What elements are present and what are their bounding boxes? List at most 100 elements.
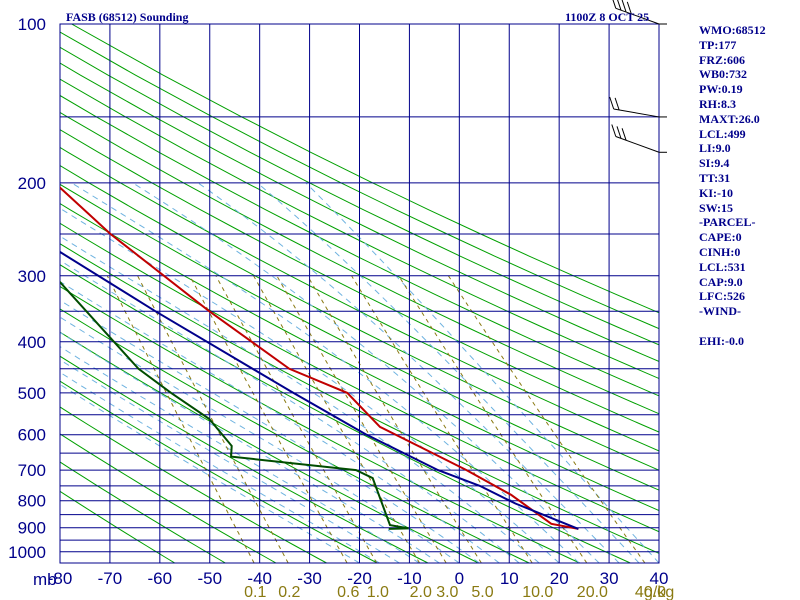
pressure-tick-label: 800 (18, 492, 46, 511)
mixing-ratio-label: 0.1 (244, 584, 266, 600)
dry-adiabat (60, 406, 327, 563)
dry-adiabat (60, 46, 659, 346)
dry-adiabat (60, 355, 429, 563)
pressure-tick-label: 1000 (8, 543, 46, 562)
mixing-ratio-label: 3.0 (436, 584, 458, 600)
index-item: LCL:531 (699, 259, 746, 274)
wind-barbs (609, 0, 667, 153)
wind-barb-flag (621, 128, 627, 141)
mixing-ratio-line (253, 275, 421, 563)
mixing-ratio-label: 5.0 (471, 584, 493, 600)
dry-adiabat (60, 183, 659, 491)
temperature-tick-label: -80 (48, 569, 73, 588)
mixing-ratio-label: 0.6 (337, 584, 359, 600)
pressure-tick-label: 400 (18, 333, 46, 352)
dry-adiabat (71, 24, 659, 314)
index-item: MAXT:26.0 (699, 111, 760, 126)
moist-adiabat (60, 371, 380, 563)
moist-adiabat (60, 207, 560, 563)
index-item: LCL:499 (699, 126, 746, 141)
index-item: CINH:0 (699, 244, 741, 259)
mixing-ratio-label: 20.0 (577, 584, 608, 600)
pressure-tick-label: 500 (18, 384, 46, 403)
temperature-tick-label: -20 (347, 569, 372, 588)
wind-barb-flag (626, 1, 632, 15)
dry-adiabat (60, 146, 659, 452)
dewpoint-profile (60, 280, 409, 530)
parcel-path (60, 250, 579, 530)
dry-adiabat (60, 380, 378, 563)
dry-adiabat (60, 285, 580, 563)
sounding-time: 1100Z 8 OCT 25 (565, 10, 649, 24)
mixing-ratio-label: 2.0 (410, 584, 432, 600)
temperature-tick-label: -50 (198, 569, 223, 588)
index-item: CAPE:0 (699, 230, 742, 245)
wind-barb-shaft (615, 7, 660, 25)
index-item: EHI:-0.0 (699, 333, 744, 348)
temperature-tick-label: -40 (247, 569, 272, 588)
plot-frame (59, 23, 660, 564)
mixing-ratio-line (351, 275, 533, 563)
wind-barb-flag (617, 0, 622, 11)
moist-adiabat (71, 182, 580, 563)
pressure-tick-label: 300 (18, 267, 46, 286)
temperature-tick-label: -30 (297, 569, 322, 588)
index-item: KI:-10 (699, 185, 733, 200)
moist-adiabat (257, 182, 640, 563)
moist-adiabat (60, 345, 420, 563)
index-item: SI:9.4 (699, 156, 730, 171)
temperature-tick-label: 0 (455, 569, 464, 588)
mixing-ratio-label: 1.0 (367, 584, 389, 600)
index-item: FRZ:606 (699, 52, 745, 67)
mixing-ratio-line (106, 275, 255, 563)
wind-barb-flag (616, 126, 622, 139)
sounding-title: FASB (68512) Sounding (66, 10, 188, 24)
stability-indices-panel: WMO:68512 TP:177 FRZ:606 WB0:732 PW:0.19 RH:8… (699, 23, 766, 349)
pressure-tick-label: 200 (18, 174, 46, 193)
dry-adiabat (60, 129, 659, 433)
temperature-profile (60, 186, 579, 530)
mixing-ratio-label: 0.2 (278, 584, 300, 600)
dry-adiabat (60, 94, 659, 397)
moist-adiabat (197, 182, 620, 563)
mixing-ratio-line (447, 275, 646, 563)
pressure-tick-label: 600 (18, 426, 46, 445)
mixing-ratio-line (215, 275, 378, 563)
index-item: LI:9.0 (699, 141, 731, 156)
dry-adiabat (60, 165, 659, 471)
wind-barb-flag (611, 124, 617, 137)
moist-adiabat (132, 182, 600, 563)
mixing-ratio-unit-label: g/kg (644, 584, 674, 600)
moist-adiabat (60, 299, 480, 563)
thermodynamic-background (60, 24, 659, 563)
temperature-tick-label: 30 (600, 569, 619, 588)
dry-adiabat (60, 62, 659, 363)
temperature-tick-label: 10 (500, 569, 519, 588)
moist-adiabat (60, 316, 460, 563)
pressure-unit-label: mb (33, 570, 57, 589)
mixing-ratio-line (276, 275, 447, 563)
pressure-temperature-grid (59, 23, 660, 564)
wind-barb-shaft (615, 136, 660, 153)
wind-barb-flag (609, 96, 615, 110)
index-item: TP:177 (699, 37, 737, 52)
dry-adiabat (60, 490, 176, 563)
mixing-ratio-line (307, 275, 482, 563)
dry-adiabat (60, 264, 631, 563)
dry-adiabat (60, 433, 277, 563)
index-item: -PARCEL- (699, 215, 756, 230)
dry-adiabat (60, 111, 659, 415)
temperature-tick-label: -70 (98, 569, 123, 588)
mixing-ratio-line (137, 275, 289, 563)
pressure-tick-label: 700 (18, 461, 46, 480)
index-item: CAP:9.0 (699, 274, 743, 289)
index-item: RH:8.3 (699, 96, 736, 111)
dry-adiabat (60, 222, 659, 533)
dry-adiabat (60, 31, 659, 330)
temperature-tick-label: -60 (148, 569, 173, 588)
dry-adiabat (60, 308, 530, 563)
moist-adiabat (60, 235, 540, 563)
index-item (699, 319, 766, 334)
index-item: TT:31 (699, 170, 731, 185)
